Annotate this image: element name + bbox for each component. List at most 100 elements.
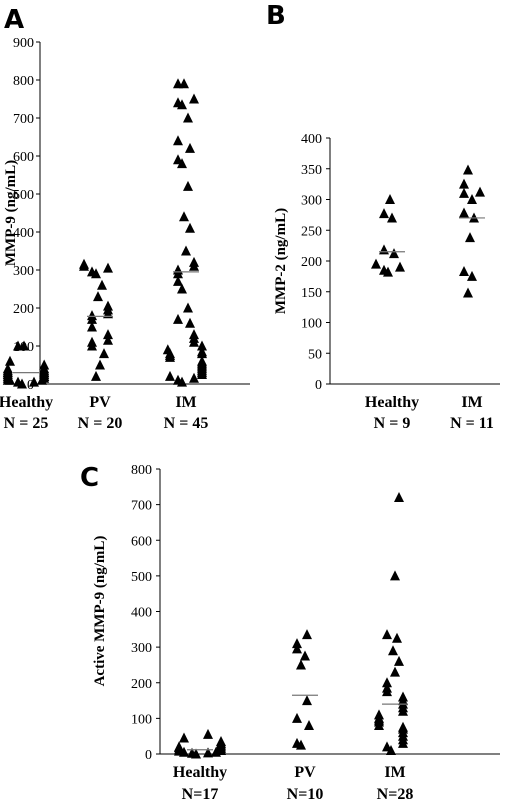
panel-a-pv-count-label: N = 20 bbox=[78, 415, 123, 432]
panel-b-im-data-point bbox=[463, 164, 473, 175]
panel-a-im-data-point bbox=[165, 370, 175, 381]
panel-b-healthy-data-point bbox=[385, 194, 395, 204]
panel-a-pv-category-label: PV bbox=[89, 394, 111, 411]
panel-a-im-data-point bbox=[177, 283, 187, 294]
panel-a-pv-data-point bbox=[93, 291, 103, 302]
panel-b-healthy-data-point bbox=[387, 212, 397, 223]
panel-a-healthy-data-point bbox=[29, 376, 39, 387]
panel-c-tick-label: 800 bbox=[131, 463, 152, 478]
panel-b-tick-label: 350 bbox=[301, 163, 322, 178]
panel-c-healthy-category-label: Healthy bbox=[173, 764, 227, 781]
panel-a-im-data-point bbox=[173, 374, 183, 385]
panel-a-pv-data-point bbox=[97, 279, 107, 290]
panel-c-pv-data-point bbox=[292, 712, 302, 723]
panel-a-pv-data-point bbox=[87, 336, 97, 347]
panel-b-letter: B bbox=[266, 1, 286, 31]
panel-a-y-axis-label: MMP-9 (ng/mL) bbox=[3, 160, 19, 266]
panel-a-im-data-point bbox=[185, 317, 195, 328]
panel-c-im-data-point bbox=[394, 492, 404, 502]
panel-c-letter: C bbox=[80, 463, 99, 493]
panel-a-im-data-point bbox=[189, 372, 199, 383]
panel-b-im-category-label: IM bbox=[461, 394, 482, 411]
panel-a-im-data-point bbox=[179, 211, 189, 222]
panel-b-im-data-point bbox=[463, 287, 473, 298]
chart-layer: 0 100 200 300 400 500 600 700 800 900 MMP-9 (ng/mL… bbox=[0, 36, 500, 803]
panel-c-healthy-data-point bbox=[187, 747, 197, 758]
panel-a-letter: A bbox=[4, 5, 24, 35]
panel-b-im-data-point bbox=[459, 265, 469, 276]
panel-c-healthy-data-point bbox=[216, 736, 226, 747]
panel-c-pv-data-point bbox=[292, 638, 302, 649]
panel-b-tick-label: 50 bbox=[308, 347, 322, 362]
panel-a-pv-data-point bbox=[103, 329, 113, 340]
panel-b-healthy-data-point bbox=[389, 248, 399, 259]
panel-a-healthy-data-point bbox=[39, 359, 50, 370]
panel-c-healthy-data-point bbox=[179, 732, 189, 743]
panel-a-pv-data-point bbox=[87, 310, 97, 321]
panel-a-tick-label: 600 bbox=[13, 150, 34, 165]
panel-a-tick-label: 200 bbox=[13, 302, 34, 317]
panel-c-healthy-data-point bbox=[203, 747, 213, 758]
panel-a-pv-data-point bbox=[103, 262, 113, 273]
panel-c-tick-label: 700 bbox=[131, 499, 152, 514]
panel-a-im-data-point bbox=[181, 245, 191, 256]
panel-a-tick-label: 300 bbox=[13, 264, 34, 279]
panel-b-im-data-point bbox=[459, 178, 469, 189]
panel-a-healthy-data-point bbox=[13, 340, 23, 351]
panel-b-im-data-point bbox=[467, 194, 477, 204]
panel-c-pv-count-label: N=10 bbox=[287, 786, 324, 803]
panel-c-pv-data-point bbox=[302, 695, 312, 706]
panel-a-tick-label: 900 bbox=[13, 36, 34, 51]
panel-a-pv-data-point bbox=[91, 370, 101, 381]
panel-c-im-category-label: IM bbox=[384, 764, 405, 781]
panel-b-y-axis-label: MMP-2 (ng/mL) bbox=[273, 208, 289, 314]
panel-c-tick-label: 400 bbox=[131, 606, 152, 621]
panel-a-im-data-point bbox=[189, 93, 199, 104]
panel-a-healthy-count-label: N = 25 bbox=[4, 415, 49, 432]
panel-a-healthy-category-label: Healthy bbox=[0, 394, 53, 411]
panel-b-im-data-point bbox=[465, 232, 475, 243]
panel-c-healthy-data-point bbox=[174, 741, 184, 752]
panel-c-pv-data-point bbox=[300, 650, 310, 661]
panel-c-tick-label: 200 bbox=[131, 677, 152, 692]
panel-c-im-data-point bbox=[390, 666, 400, 677]
panel-b-tick-label: 100 bbox=[301, 317, 322, 332]
panel-a-im-data-point bbox=[183, 180, 193, 191]
panel-b-im-data-point bbox=[467, 270, 477, 281]
panel-c-tick-label: 600 bbox=[131, 534, 152, 549]
panel-c-healthy-data-point bbox=[203, 728, 213, 739]
panel-a-im-data-point bbox=[173, 154, 183, 165]
panel-c-pv-category-label: PV bbox=[294, 764, 316, 781]
panel-c-im-data-point bbox=[388, 645, 398, 656]
panel-a-im-data-point bbox=[185, 142, 195, 153]
panel-c-tick-label: 0 bbox=[145, 748, 152, 763]
panel-b-tick-label: 400 bbox=[301, 132, 322, 147]
panel-b-healthy-data-point bbox=[371, 258, 381, 269]
panel-c-im-data-point bbox=[382, 741, 392, 752]
panel-b-healthy-data-point bbox=[395, 261, 405, 272]
panel-a-tick-label: 800 bbox=[13, 74, 34, 89]
panel-a-pv-data-point bbox=[87, 321, 97, 332]
panel-a-im-count-label: N = 45 bbox=[164, 415, 209, 432]
panel-c-pv-data-point bbox=[296, 659, 306, 670]
panel-b-im-data-point bbox=[459, 207, 469, 218]
panel-c-pv-data-point bbox=[302, 629, 312, 640]
panel-a-pv-data-point bbox=[95, 359, 105, 370]
panel-b-healthy-data-point bbox=[379, 264, 389, 275]
panel-b-im-count-label: N = 11 bbox=[450, 415, 494, 432]
panel-c-im-data-point bbox=[394, 655, 404, 666]
panel-b-healthy-data-point bbox=[379, 244, 389, 255]
panel-b-healthy-data-point bbox=[379, 208, 389, 219]
panel-b-im-data-point bbox=[475, 186, 485, 197]
panel-a-pv-data-point bbox=[103, 334, 113, 345]
panel-a-healthy-data-point bbox=[2, 363, 13, 374]
panel-a-tick-label: 500 bbox=[13, 188, 34, 203]
panel-b-tick-label: 200 bbox=[301, 255, 322, 270]
panel-c-tick-label: 100 bbox=[131, 712, 152, 727]
panel-a-im-data-point bbox=[173, 313, 183, 324]
panel-a-im-data-point bbox=[189, 329, 199, 340]
panel-c-im-data-point bbox=[392, 632, 402, 643]
panel-b-tick-label: 150 bbox=[301, 286, 322, 301]
panel-a-im-data-point bbox=[183, 112, 193, 123]
